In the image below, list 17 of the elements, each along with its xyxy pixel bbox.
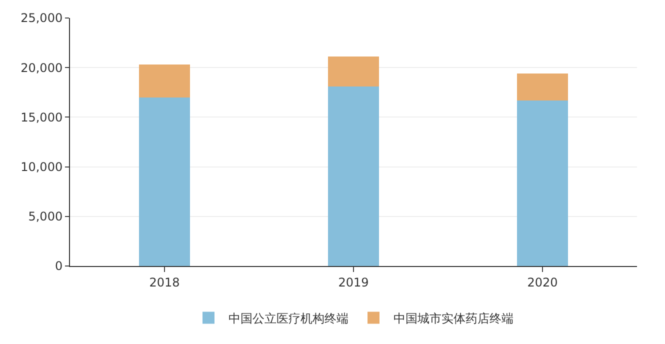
bar <box>138 97 190 266</box>
y-tick-label: 20,000 <box>20 60 63 75</box>
y-tick-label: 10,000 <box>20 160 63 174</box>
bar <box>328 56 380 86</box>
bar <box>516 74 568 100</box>
x-tick-label: 2018 <box>149 275 180 290</box>
y-tick-label: 5,000 <box>28 210 63 224</box>
legend-label: 中国城市实体药店终端 <box>394 311 514 326</box>
y-tick-label: 0 <box>54 259 63 274</box>
y-tick-label: 15,000 <box>20 110 63 124</box>
bar <box>516 100 568 266</box>
y-tick-label: 25,000 <box>20 11 63 26</box>
legend-label: 中国公立医疗机构终端 <box>228 311 348 326</box>
bar <box>138 64 190 98</box>
x-tick-label: 2020 <box>527 275 558 290</box>
x-tick-label: 2019 <box>338 275 369 290</box>
bar <box>328 86 380 266</box>
